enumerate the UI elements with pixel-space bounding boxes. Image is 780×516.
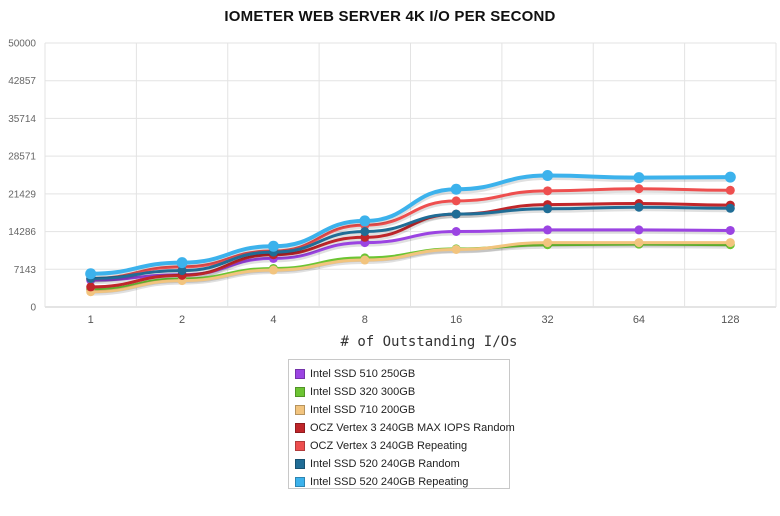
data-point[interactable] bbox=[634, 225, 644, 235]
x-tick-label: 32 bbox=[541, 314, 553, 326]
series-line bbox=[89, 205, 732, 280]
data-point[interactable] bbox=[543, 238, 553, 248]
x-axis-tick-labels: 1 2 4 8 16 32 64 128 bbox=[88, 314, 740, 326]
legend-label: OCZ Vertex 3 240GB Repeating bbox=[310, 440, 468, 452]
y-axis-tick-labels: 0 7143 14286 21429 28571 35714 42857 50000 bbox=[8, 39, 36, 314]
legend-item[interactable]: Intel SSD 510 250GB bbox=[295, 365, 503, 383]
data-point[interactable] bbox=[543, 186, 553, 196]
data-point[interactable] bbox=[85, 268, 97, 280]
series-line bbox=[89, 242, 732, 292]
series-line-shadow bbox=[88, 242, 733, 296]
data-point[interactable] bbox=[451, 226, 461, 236]
data-point[interactable] bbox=[725, 203, 735, 213]
x-axis-label: # of Outstanding I/Os bbox=[340, 334, 517, 350]
legend-item[interactable]: Intel SSD 710 200GB bbox=[295, 401, 503, 419]
legend-label: Intel SSD 510 250GB bbox=[310, 368, 416, 380]
data-point[interactable] bbox=[359, 215, 371, 227]
series-line-shadow bbox=[88, 203, 733, 291]
data-point[interactable] bbox=[177, 266, 187, 276]
data-point[interactable] bbox=[268, 265, 278, 275]
legend-item[interactable]: OCZ Vertex 3 240GB Repeating bbox=[295, 437, 503, 455]
chart-title: IOMETER WEB SERVER 4K I/O PER SECOND bbox=[224, 8, 556, 25]
series-line bbox=[89, 202, 732, 289]
x-tick-label: 16 bbox=[450, 314, 462, 326]
y-tick-label: 28571 bbox=[8, 152, 36, 163]
data-point[interactable] bbox=[725, 238, 735, 248]
legend-swatch bbox=[295, 387, 305, 397]
data-point[interactable] bbox=[543, 204, 553, 214]
series-line-shadow bbox=[88, 188, 733, 283]
legend-item[interactable]: Intel SSD 320 300GB bbox=[295, 383, 503, 401]
data-point[interactable] bbox=[451, 196, 461, 206]
data-point[interactable] bbox=[86, 282, 96, 292]
data-point[interactable] bbox=[634, 202, 644, 212]
data-point[interactable] bbox=[725, 185, 735, 195]
y-tick-label: 35714 bbox=[8, 114, 36, 125]
series-3 bbox=[86, 238, 735, 297]
legend-item[interactable]: OCZ Vertex 3 240GB MAX IOPS Random bbox=[295, 419, 515, 437]
data-point[interactable] bbox=[176, 257, 188, 269]
series-line-shadow bbox=[88, 229, 733, 285]
legend-swatch bbox=[295, 405, 305, 415]
legend-swatch bbox=[295, 459, 305, 469]
data-point[interactable] bbox=[360, 255, 370, 265]
legend-swatch bbox=[295, 441, 305, 451]
series-line bbox=[89, 187, 732, 280]
data-point[interactable] bbox=[725, 225, 735, 235]
x-tick-label: 1 bbox=[88, 314, 94, 326]
legend-swatch bbox=[295, 477, 305, 487]
legend-item[interactable]: Intel SSD 520 240GB Random bbox=[295, 455, 503, 473]
legend-label: Intel SSD 520 240GB Random bbox=[310, 458, 460, 470]
y-tick-label: 21429 bbox=[8, 189, 36, 200]
series-line bbox=[88, 173, 733, 276]
legend-label: Intel SSD 320 300GB bbox=[310, 386, 416, 398]
y-tick-label: 7143 bbox=[14, 265, 37, 276]
data-point[interactable] bbox=[542, 170, 554, 182]
data-point[interactable] bbox=[634, 238, 644, 248]
data-point[interactable] bbox=[724, 171, 736, 183]
data-point[interactable] bbox=[267, 240, 279, 252]
data-point[interactable] bbox=[360, 226, 370, 236]
x-tick-label: 128 bbox=[721, 314, 739, 326]
legend-label: Intel SSD 520 240GB Repeating bbox=[310, 476, 469, 488]
y-tick-label: 42857 bbox=[8, 76, 36, 87]
x-tick-label: 64 bbox=[633, 314, 645, 326]
series-line bbox=[89, 241, 732, 294]
series-7 bbox=[85, 170, 736, 280]
data-point[interactable] bbox=[633, 172, 645, 184]
legend-swatch bbox=[295, 423, 305, 433]
legend-item[interactable]: Intel SSD 520 240GB Repeating bbox=[295, 473, 503, 491]
chart-legend: Intel SSD 510 250GB Intel SSD 320 300GB In… bbox=[288, 359, 515, 491]
line-chart-plot: 0 7143 14286 21429 28571 35714 42857 50000 1 2 4 8… bbox=[8, 39, 777, 350]
data-point[interactable] bbox=[451, 244, 461, 254]
y-tick-label: 14286 bbox=[8, 227, 36, 238]
data-point[interactable] bbox=[634, 184, 644, 194]
y-tick-label: 50000 bbox=[8, 39, 36, 50]
x-tick-label: 4 bbox=[270, 314, 276, 326]
y-tick-label: 0 bbox=[30, 303, 36, 314]
legend-label: OCZ Vertex 3 240GB MAX IOPS Random bbox=[310, 422, 515, 434]
series-lines bbox=[85, 170, 736, 297]
x-tick-label: 8 bbox=[362, 314, 368, 326]
legend-label: Intel SSD 710 200GB bbox=[310, 404, 416, 416]
series-line-shadow bbox=[88, 207, 733, 283]
data-point[interactable] bbox=[450, 183, 462, 195]
x-tick-label: 2 bbox=[179, 314, 185, 326]
data-point[interactable] bbox=[543, 225, 553, 235]
data-point[interactable] bbox=[451, 209, 461, 219]
legend-swatch bbox=[295, 369, 305, 379]
series-6 bbox=[86, 202, 735, 283]
